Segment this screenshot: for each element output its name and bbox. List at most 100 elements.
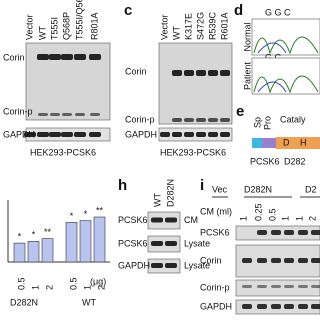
band (37, 132, 49, 137)
band (311, 230, 320, 235)
band (49, 132, 61, 137)
band (90, 113, 100, 116)
label: CM (ml) (200, 206, 232, 216)
blot (158, 127, 233, 142)
band (151, 241, 163, 246)
blot (147, 235, 181, 253)
band (89, 54, 101, 60)
band (165, 217, 177, 223)
band (196, 132, 206, 137)
label: H (300, 137, 307, 147)
label: (μg) (90, 276, 106, 286)
lane-label: 1 (280, 216, 290, 221)
label: CM (184, 215, 198, 225)
trace (253, 36, 319, 55)
band (220, 70, 230, 76)
blot (158, 42, 233, 125)
label: D (283, 137, 290, 147)
band (271, 258, 281, 263)
label: Vec (212, 184, 228, 194)
band (165, 263, 177, 268)
band (24, 132, 36, 137)
trace (257, 81, 287, 93)
panel-letter: i (200, 177, 204, 194)
lane-label: R801A (89, 12, 99, 40)
label: Cataly (280, 114, 306, 124)
trace-label: Patient (242, 61, 252, 90)
panel-letter: c (124, 2, 132, 19)
lane-label: R539C (207, 11, 217, 40)
significance: ** (96, 205, 104, 215)
band (74, 132, 86, 137)
band (271, 304, 281, 309)
bar (27, 241, 40, 263)
band (242, 285, 252, 288)
label: Lysate (184, 238, 210, 248)
bar (41, 238, 54, 263)
domain (262, 138, 276, 148)
trace (253, 75, 319, 94)
label: Corin-p (125, 114, 155, 124)
lane-label: Vector (159, 14, 169, 40)
label: Corin-p (200, 282, 230, 292)
significance: ** (44, 227, 52, 237)
label: GAPDH (200, 301, 232, 311)
lane-label: T555I/Q568P (74, 0, 84, 40)
lane-label: 1 (238, 216, 248, 221)
lane-label: K317E (183, 13, 193, 40)
band (160, 132, 170, 137)
label: D2 (305, 184, 317, 194)
significance: * (18, 231, 22, 241)
band (184, 132, 194, 137)
label: HEK293-PCSK6 (30, 147, 96, 157)
band (184, 70, 194, 76)
band (151, 217, 163, 223)
label: G C (265, 52, 282, 62)
band (311, 285, 320, 288)
lane-label: 1 (294, 216, 304, 221)
lane-label: WT (37, 26, 47, 40)
label: PCSK6 (118, 238, 148, 248)
band (196, 70, 206, 76)
lane-label: Q568P (61, 12, 71, 40)
lane-label: WT (171, 26, 181, 40)
significance: * (84, 209, 88, 219)
band (257, 230, 267, 235)
bar (13, 242, 26, 263)
label: GAPDH (125, 129, 157, 139)
label: HEK293-PCSK6 (160, 147, 226, 157)
label: PCSK6 (200, 227, 230, 237)
lane-label: 0.5 (16, 277, 26, 290)
label: Corin (200, 255, 222, 265)
band (257, 285, 267, 288)
band (298, 285, 308, 288)
band (61, 54, 73, 60)
panel-letter: d (234, 2, 243, 19)
lane-label: 2 (44, 285, 54, 290)
label: Corin (3, 52, 25, 62)
band (284, 258, 294, 263)
lane-label: 0.25 (253, 203, 263, 221)
lane-label: S472G (195, 12, 205, 40)
lane-label: Vector (24, 14, 34, 40)
band (172, 118, 182, 122)
band (284, 285, 294, 288)
panel-letter: e (236, 103, 244, 120)
trace-label: Normal (242, 22, 252, 51)
band (271, 230, 281, 235)
label: D282N (244, 184, 272, 194)
label: Corin-p (3, 106, 33, 116)
band (165, 241, 177, 246)
lane-label: 1 (82, 285, 92, 290)
lane-label: R601A (219, 12, 229, 40)
lane-label: 1 (30, 285, 40, 290)
band (298, 230, 308, 235)
band (208, 118, 218, 122)
band (50, 113, 60, 116)
band (208, 132, 218, 137)
band (49, 54, 61, 60)
label: G G C (265, 7, 291, 17)
label: PCSK6 (118, 215, 148, 225)
bar (65, 222, 78, 263)
